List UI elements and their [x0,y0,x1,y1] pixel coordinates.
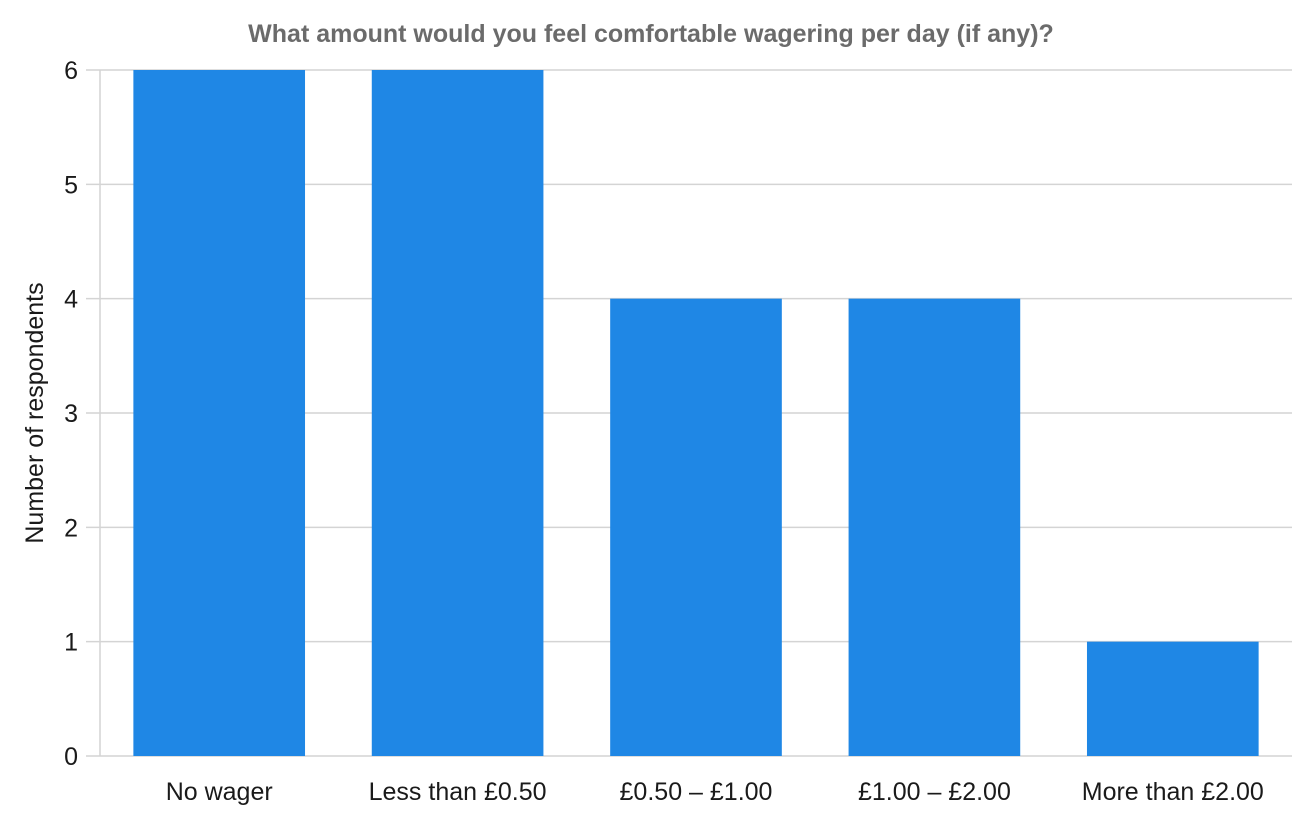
chart-title: What amount would you feel comfortable w… [248,20,1054,48]
bar-1 [371,70,544,756]
bar-3 [848,298,1021,756]
bar-0 [133,70,306,756]
y-axis-title: Number of respondents [21,282,49,543]
x-tick-labels: No wager Less than £0.50 £0.50 – £1.00 £1.0… [166,778,1264,806]
y-tick-labels: 0 1 2 3 4 5 6 [64,57,78,771]
y-tick-label-6: 6 [64,57,78,85]
x-tick-label-4: More than £2.00 [1082,778,1264,806]
bar-2 [610,298,782,756]
x-tick-label-3: £1.00 – £2.00 [858,778,1011,806]
y-tick-label-0: 0 [64,743,78,771]
bars [133,70,1259,756]
y-tick-label-1: 1 [64,629,78,657]
y-tick-label-4: 4 [64,286,78,314]
bar-4 [1086,641,1259,756]
x-tick-label-1: Less than £0.50 [369,778,547,806]
y-tick-label-5: 5 [64,171,78,199]
y-tick-label-3: 3 [64,400,78,428]
x-tick-label-0: No wager [166,778,273,806]
x-tick-label-2: £0.50 – £1.00 [620,778,773,806]
y-tick-label-2: 2 [64,514,78,542]
